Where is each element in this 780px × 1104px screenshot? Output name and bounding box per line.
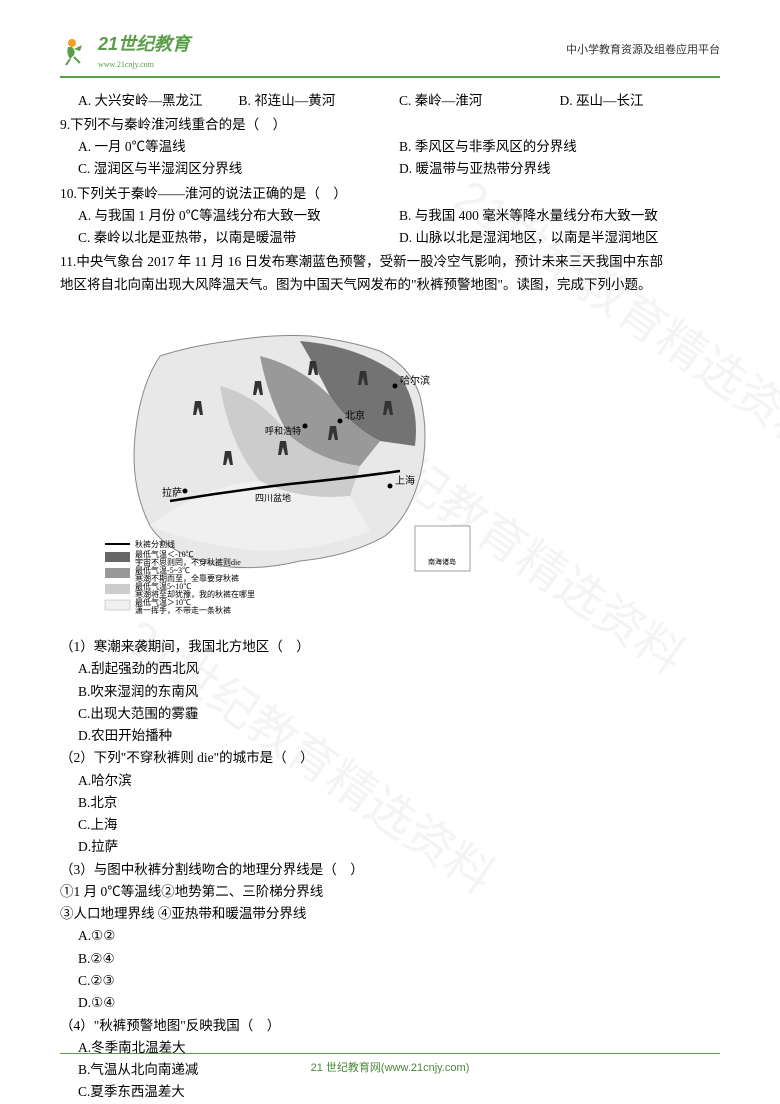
logo-main-text: 21世纪教育 bbox=[98, 30, 190, 59]
q11-sub3-d: D.①④ bbox=[60, 992, 720, 1014]
q11: 11.中央气象台 2017 年 11 月 16 日发布寒潮蓝色预警，受新一股冷空… bbox=[60, 251, 720, 1103]
footer-divider bbox=[60, 1053, 720, 1054]
china-map-figure: 哈尔滨 北京 呼和浩特 拉萨 四川盆地 上海 南海诸岛 秋裤分割线 最低气温＜-… bbox=[100, 306, 480, 626]
q11-stem-line1: 11.中央气象台 2017 年 11 月 16 日发布寒潮蓝色预警，受新一股冷空… bbox=[60, 251, 720, 273]
q10-option-a: A. 与我国 1 月份 0℃等温线分布大致一致 bbox=[78, 205, 399, 227]
q11-sub2-d: D.拉萨 bbox=[60, 836, 720, 858]
q10-row2: C. 秦岭以北是亚热带，以南是暖温带 D. 山脉以北是湿润地区，以南是半湿润地区 bbox=[60, 227, 720, 249]
q10-option-b: B. 与我国 400 毫米等降水量线分布大致一致 bbox=[399, 205, 720, 227]
map-label-sichuan: 四川盆地 bbox=[255, 492, 291, 503]
map-label-haerbin: 哈尔滨 bbox=[400, 374, 430, 387]
q10: 10.下列关于秦岭——淮河的说法正确的是（ ） A. 与我国 1 月份 0℃等温… bbox=[60, 183, 720, 250]
footer-text: 21 世纪教育网(www.21cnjy.com) bbox=[311, 1062, 470, 1074]
q8-options: A. 大兴安岭—黑龙江 B. 祁连山—黄河 C. 秦岭—淮河 D. 巫山—长江 bbox=[60, 90, 720, 112]
q8-option-a: A. 大兴安岭—黑龙江 bbox=[78, 90, 239, 112]
q8-option-b: B. 祁连山—黄河 bbox=[239, 90, 400, 112]
page-header: 21世纪教育 www.21cnjy.com 中小学教育资源及组卷应用平台 bbox=[60, 30, 720, 78]
q11-sub4-stem: （4）"秋裤预警地图"反映我国（ ） bbox=[60, 1015, 720, 1037]
q10-option-c: C. 秦岭以北是亚热带，以南是暖温带 bbox=[78, 227, 399, 249]
logo-text: 21世纪教育 www.21cnjy.com bbox=[98, 30, 190, 72]
q10-stem: 10.下列关于秦岭——淮河的说法正确的是（ ） bbox=[60, 183, 720, 205]
q11-sub2-b: B.北京 bbox=[60, 792, 720, 814]
logo-sub-text: www.21cnjy.com bbox=[98, 59, 190, 72]
q11-sub3-line1: ①1 月 0℃等温线②地势第二、三阶梯分界线 bbox=[60, 881, 720, 903]
q11-sub1-c: C.出现大范围的雾霾 bbox=[60, 703, 720, 725]
q11-sub3-b: B.②④ bbox=[60, 948, 720, 970]
q9-option-a: A. 一月 0℃等温线 bbox=[78, 136, 399, 158]
q11-sub3-line2: ③人口地理界线 ④亚热带和暖温带分界线 bbox=[60, 903, 720, 925]
q9-option-d: D. 暖温带与亚热带分界线 bbox=[399, 158, 720, 180]
q11-sub1-a: A.刮起强劲的西北风 bbox=[60, 658, 720, 680]
page-footer: 21 世纪教育网(www.21cnjy.com) bbox=[0, 1053, 780, 1078]
q9: 9.下列不与秦岭淮河线重合的是（ ） A. 一月 0℃等温线 B. 季风区与非季… bbox=[60, 114, 720, 181]
q11-stem-line2: 地区将自北向南出现大风降温天气。图为中国天气网发布的"秋裤预警地图"。读图，完成… bbox=[60, 274, 720, 296]
q9-option-c: C. 湿润区与半湿润区分界线 bbox=[78, 158, 399, 180]
q11-sub1-d: D.农田开始播种 bbox=[60, 725, 720, 747]
q11-sub2-stem: （2）下列"不穿秋裤则 die"的城市是（ ） bbox=[60, 747, 720, 769]
logo-icon bbox=[60, 35, 92, 67]
q11-sub2-c: C.上海 bbox=[60, 814, 720, 836]
logo: 21世纪教育 www.21cnjy.com bbox=[60, 30, 190, 72]
q11-sub1-stem: （1）寒潮来袭期间，我国北方地区（ ） bbox=[60, 636, 720, 658]
content-body: A. 大兴安岭—黑龙江 B. 祁连山—黄河 C. 秦岭—淮河 D. 巫山—长江 … bbox=[60, 90, 720, 1104]
map-label-lasa: 拉萨 bbox=[162, 486, 182, 499]
q10-option-d: D. 山脉以北是湿润地区，以南是半湿润地区 bbox=[399, 227, 720, 249]
legend-line: 秋裤分割线 bbox=[135, 539, 175, 549]
q11-sub3-c: C.②③ bbox=[60, 970, 720, 992]
header-right-text: 中小学教育资源及组卷应用平台 bbox=[566, 42, 720, 60]
q11-sub1-b: B.吹来湿润的东南风 bbox=[60, 681, 720, 703]
map-label-shanghai: 上海 bbox=[395, 474, 415, 487]
q11-sub4-c: C.夏季东西温差大 bbox=[60, 1081, 720, 1103]
map-label-nanhai: 南海诸岛 bbox=[428, 557, 456, 566]
q8-option-d: D. 巫山—长江 bbox=[560, 90, 721, 112]
q11-sub3-stem: （3）与图中秋裤分割线吻合的地理分界线是（ ） bbox=[60, 859, 720, 881]
q11-sub3-a: A.①② bbox=[60, 925, 720, 947]
q9-row2: C. 湿润区与半湿润区分界线 D. 暖温带与亚热带分界线 bbox=[60, 158, 720, 180]
q9-option-b: B. 季风区与非季风区的分界线 bbox=[399, 136, 720, 158]
q9-row1: A. 一月 0℃等温线 B. 季风区与非季风区的分界线 bbox=[60, 136, 720, 158]
q10-row1: A. 与我国 1 月份 0℃等温线分布大致一致 B. 与我国 400 毫米等降水… bbox=[60, 205, 720, 227]
q11-sub2-a: A.哈尔滨 bbox=[60, 770, 720, 792]
map-label-huhehaote: 呼和浩特 bbox=[265, 425, 301, 436]
q8-option-c: C. 秦岭—淮河 bbox=[399, 90, 560, 112]
map-label-beijing: 北京 bbox=[345, 409, 365, 422]
legend-l4b: 潇一挥手，不带走一条秋裤 bbox=[135, 605, 231, 615]
q9-stem: 9.下列不与秦岭淮河线重合的是（ ） bbox=[60, 114, 720, 136]
